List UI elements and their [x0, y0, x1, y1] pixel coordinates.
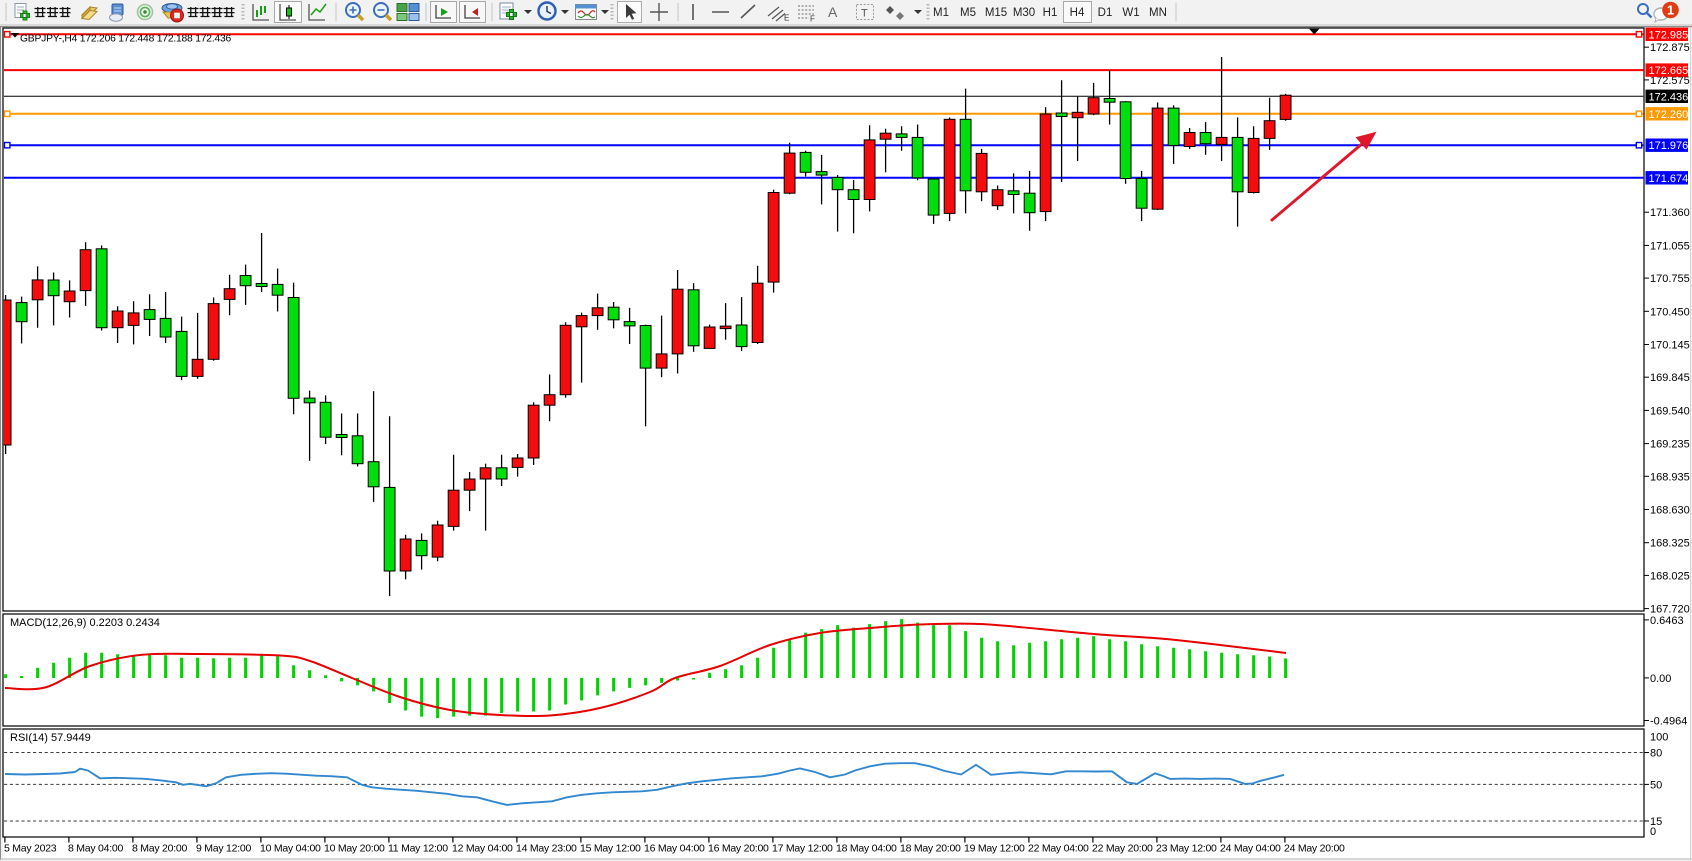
svg-text:24 May 20:00: 24 May 20:00 [1284, 843, 1345, 855]
svg-text:168.935: 168.935 [1650, 471, 1690, 483]
svg-text:12 May 04:00: 12 May 04:00 [452, 843, 513, 855]
svg-text:169.235: 169.235 [1650, 439, 1690, 451]
svg-text:18 May 20:00: 18 May 20:00 [900, 843, 961, 855]
svg-text:H4: H4 [1070, 7, 1085, 19]
svg-text:D1: D1 [1098, 7, 1113, 19]
svg-text:23 May 12:00: 23 May 12:00 [1156, 843, 1217, 855]
svg-text:172.985: 172.985 [1649, 29, 1689, 41]
svg-text:M5: M5 [960, 7, 976, 19]
svg-text:15 May 12:00: 15 May 12:00 [580, 843, 641, 855]
svg-text:15: 15 [1650, 816, 1662, 828]
svg-text:168.325: 168.325 [1650, 538, 1690, 550]
svg-text:172.875: 172.875 [1650, 42, 1690, 54]
svg-text:171.674: 171.674 [1649, 173, 1689, 185]
svg-text:50: 50 [1650, 779, 1662, 791]
svg-text:168.630: 168.630 [1650, 505, 1690, 517]
svg-text:11 May 12:00: 11 May 12:00 [388, 843, 448, 855]
svg-text:MACD(12,26,9) 0.2203 0.2434: MACD(12,26,9) 0.2203 0.2434 [10, 617, 160, 629]
svg-text:171.360: 171.360 [1650, 207, 1690, 219]
svg-text:16 May 04:00: 16 May 04:00 [644, 843, 705, 855]
svg-text:22 May 20:00: 22 May 20:00 [1092, 843, 1153, 855]
svg-text:16 May 20:00: 16 May 20:00 [708, 843, 769, 855]
svg-text:8 May 20:00: 8 May 20:00 [132, 843, 187, 855]
svg-text:172.575: 172.575 [1650, 75, 1690, 87]
svg-text:170.450: 170.450 [1650, 306, 1690, 318]
svg-text:10 May 20:00: 10 May 20:00 [324, 843, 385, 855]
svg-text:172.665: 172.665 [1649, 65, 1689, 77]
svg-text:169.845: 169.845 [1650, 372, 1690, 384]
svg-text:1: 1 [1667, 3, 1674, 18]
svg-text:170.755: 170.755 [1650, 273, 1690, 285]
svg-text:168.025: 168.025 [1650, 570, 1690, 582]
svg-text:18 May 04:00: 18 May 04:00 [836, 843, 897, 855]
svg-text:0.6463: 0.6463 [1650, 615, 1684, 627]
svg-text:169.540: 169.540 [1650, 405, 1690, 417]
svg-text:10 May 04:00: 10 May 04:00 [260, 843, 321, 855]
svg-text:171.976: 171.976 [1649, 140, 1689, 152]
svg-text:22 May 04:00: 22 May 04:00 [1028, 843, 1089, 855]
svg-text:172.436: 172.436 [1649, 91, 1689, 103]
svg-text:A: A [828, 4, 838, 20]
svg-text:M15: M15 [985, 7, 1007, 19]
svg-text:E: E [784, 14, 789, 23]
svg-text:80: 80 [1650, 748, 1662, 760]
svg-text:GBPJPY-,H4 172.206 172.448 17: GBPJPY-,H4 172.206 172.448 172.188 172.4… [20, 34, 232, 45]
svg-text:M30: M30 [1013, 7, 1035, 19]
svg-text:RSI(14) 57.9449: RSI(14) 57.9449 [10, 732, 91, 744]
svg-text:9 May 12:00: 9 May 12:00 [196, 843, 251, 855]
svg-text:0: 0 [1650, 826, 1656, 838]
svg-text:171.055: 171.055 [1650, 240, 1690, 252]
svg-text:H1: H1 [1043, 7, 1058, 19]
svg-text:167.720: 167.720 [1650, 604, 1690, 616]
svg-text:24 May 04:00: 24 May 04:00 [1220, 843, 1281, 855]
svg-text:17 May 12:00: 17 May 12:00 [772, 843, 833, 855]
svg-text:F: F [810, 15, 815, 24]
svg-text:170.145: 170.145 [1650, 340, 1690, 352]
svg-text:T: T [861, 8, 868, 20]
svg-text:8 May 04:00: 8 May 04:00 [68, 843, 123, 855]
svg-text:5 May 2023: 5 May 2023 [4, 843, 57, 855]
svg-text:0.00: 0.00 [1650, 673, 1671, 685]
svg-text:W1: W1 [1122, 7, 1139, 19]
svg-text:14 May 23:00: 14 May 23:00 [516, 843, 577, 855]
svg-text:M1: M1 [933, 7, 949, 19]
svg-text:19 May 12:00: 19 May 12:00 [964, 843, 1025, 855]
svg-text:MN: MN [1149, 7, 1167, 19]
svg-text:172.260: 172.260 [1649, 109, 1689, 121]
svg-text:-0.4964: -0.4964 [1650, 716, 1687, 728]
svg-text:100: 100 [1650, 732, 1668, 744]
